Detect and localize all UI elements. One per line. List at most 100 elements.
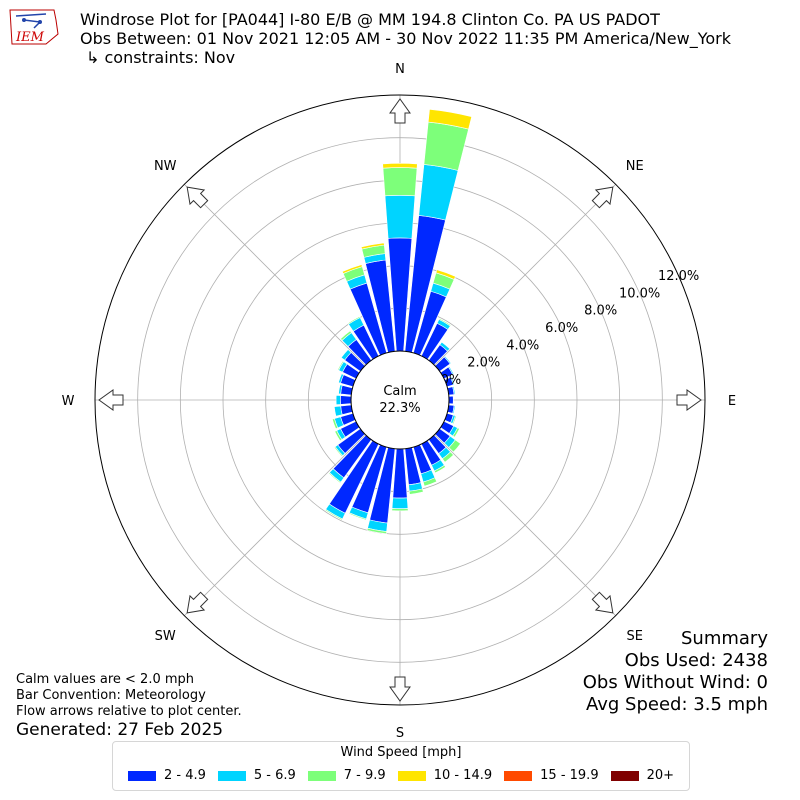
legend-label: 10 - 14.9 — [433, 768, 493, 783]
windrose-bar — [418, 164, 459, 221]
avg-speed: Avg Speed: 3.5 mph — [586, 694, 768, 715]
legend-item: 15 - 19.9 — [504, 768, 599, 783]
windrose-bar — [340, 384, 353, 396]
windrose-bar — [340, 404, 353, 416]
windrose-bar — [438, 318, 452, 327]
windrose-bar — [333, 446, 344, 457]
windrose-bar — [433, 464, 446, 474]
direction-label: SW — [155, 629, 176, 644]
flow-arrow-icon — [186, 591, 209, 614]
windrose-bar — [331, 418, 339, 430]
windrose-bar — [452, 405, 456, 414]
radial-tick-label: 12.0% — [658, 269, 699, 284]
summary-block: Summary Obs Used: 2438 Obs Without Wind:… — [583, 628, 768, 716]
legend-swatch — [217, 770, 246, 781]
windrose-bar — [423, 121, 469, 171]
windrose-bar — [392, 448, 408, 499]
radial-tick-label: 4.0% — [506, 338, 539, 353]
windrose-bar — [366, 527, 387, 534]
direction-label: S — [396, 726, 404, 741]
legend-item: 2 - 4.9 — [127, 768, 206, 783]
radial-tick-label: 10.0% — [619, 286, 660, 301]
legend-item: 5 - 6.9 — [217, 768, 296, 783]
bar-convention-note: Bar Convention: Meteorology — [16, 688, 206, 703]
generated-date: Generated: 27 Feb 2025 — [16, 720, 224, 740]
flow-arrow-icon — [591, 186, 614, 209]
legend-label: 2 - 4.9 — [163, 768, 206, 783]
windrose-bar — [347, 316, 361, 325]
legend-item: 7 - 9.9 — [307, 768, 386, 783]
windrose-bar — [338, 384, 343, 395]
windrose-bar — [338, 373, 345, 384]
legend-item: 20+ — [610, 768, 675, 783]
direction-label: N — [395, 62, 405, 77]
flow-arrow-icon — [591, 591, 614, 614]
windrose-bar — [408, 488, 424, 495]
obs-without-wind: Obs Without Wind: 0 — [582, 672, 768, 693]
windrose-bar — [341, 264, 363, 274]
windrose-bar — [452, 427, 460, 438]
obs-used: Obs Used: 2438 — [624, 650, 768, 671]
windrose-bar — [391, 508, 409, 512]
legend-swatch — [307, 770, 336, 781]
windrose-bar — [427, 108, 473, 130]
windrose-bar — [348, 512, 367, 521]
calm-label: Calm — [383, 384, 416, 399]
flow-arrow-icon — [389, 98, 411, 124]
windrose-bar — [382, 167, 418, 197]
notes-block: Calm values are < 2.0 mph Bar Convention… — [16, 672, 242, 740]
calm-note: Calm values are < 2.0 mph — [16, 672, 195, 687]
windrose-bar — [448, 366, 455, 375]
flow-arrows-note: Flow arrows relative to plot center. — [16, 704, 242, 719]
windrose-bar — [384, 194, 416, 239]
flow-arrows — [98, 98, 702, 702]
windrose-bar — [382, 162, 418, 169]
direction-label: SE — [627, 629, 643, 644]
windrose-bar — [452, 415, 457, 425]
windrose-bar — [340, 330, 352, 341]
windrose-bar — [450, 376, 455, 386]
title-line-3: ↳ constraints: Nov — [86, 48, 236, 67]
windrose-bar — [340, 349, 352, 361]
windrose-bar — [335, 394, 341, 406]
windrose-bar — [360, 242, 385, 250]
windrose-bar — [328, 472, 342, 484]
grid-spoke — [184, 434, 366, 616]
windrose-bar — [443, 355, 452, 365]
legend-swatch — [504, 770, 533, 781]
radial-grid — [95, 95, 705, 705]
legend-item: 10 - 14.9 — [397, 768, 493, 783]
windrose-bar — [439, 341, 451, 352]
legend-label: 5 - 6.9 — [253, 768, 296, 783]
flow-arrow-icon — [186, 186, 209, 209]
windrose-bar — [333, 405, 343, 417]
legend-title: Wind Speed [mph] — [340, 745, 462, 760]
legend-swatch — [397, 770, 426, 781]
summary-heading: Summary — [681, 628, 768, 649]
windrose-bar — [334, 430, 343, 442]
logo-text: IEM — [15, 30, 45, 45]
legend-label: 20+ — [646, 768, 675, 783]
calm-circle — [350, 350, 450, 450]
windrose-bar — [422, 477, 438, 487]
grid-spoke — [184, 184, 366, 366]
windrose-bar — [452, 386, 456, 395]
calm-value: 22.3% — [379, 401, 420, 416]
direction-label: NW — [154, 159, 177, 174]
windrose-bar — [324, 508, 343, 521]
legend-items: 2 - 4.9 5 - 6.9 7 - 9.9 10 - 14.9 15 - 1… — [113, 768, 689, 783]
flow-arrow-icon — [389, 676, 411, 702]
legend-swatch — [127, 770, 156, 781]
windrose-bar — [448, 395, 454, 405]
title-line-2: Obs Between: 01 Nov 2021 12:05 AM - 30 N… — [80, 29, 731, 48]
windrose-bar — [448, 439, 461, 453]
title-line-1: Windrose Plot for [PA044] I-80 E/B @ MM … — [80, 10, 660, 29]
windrose-bar — [340, 395, 352, 405]
direction-label: W — [62, 394, 75, 409]
windrose-bar — [391, 497, 409, 510]
legend-swatch — [610, 770, 639, 781]
windrose-bars — [324, 108, 473, 534]
outer-ring — [94, 94, 706, 706]
radial-tick-label: 2.0% — [467, 356, 500, 371]
